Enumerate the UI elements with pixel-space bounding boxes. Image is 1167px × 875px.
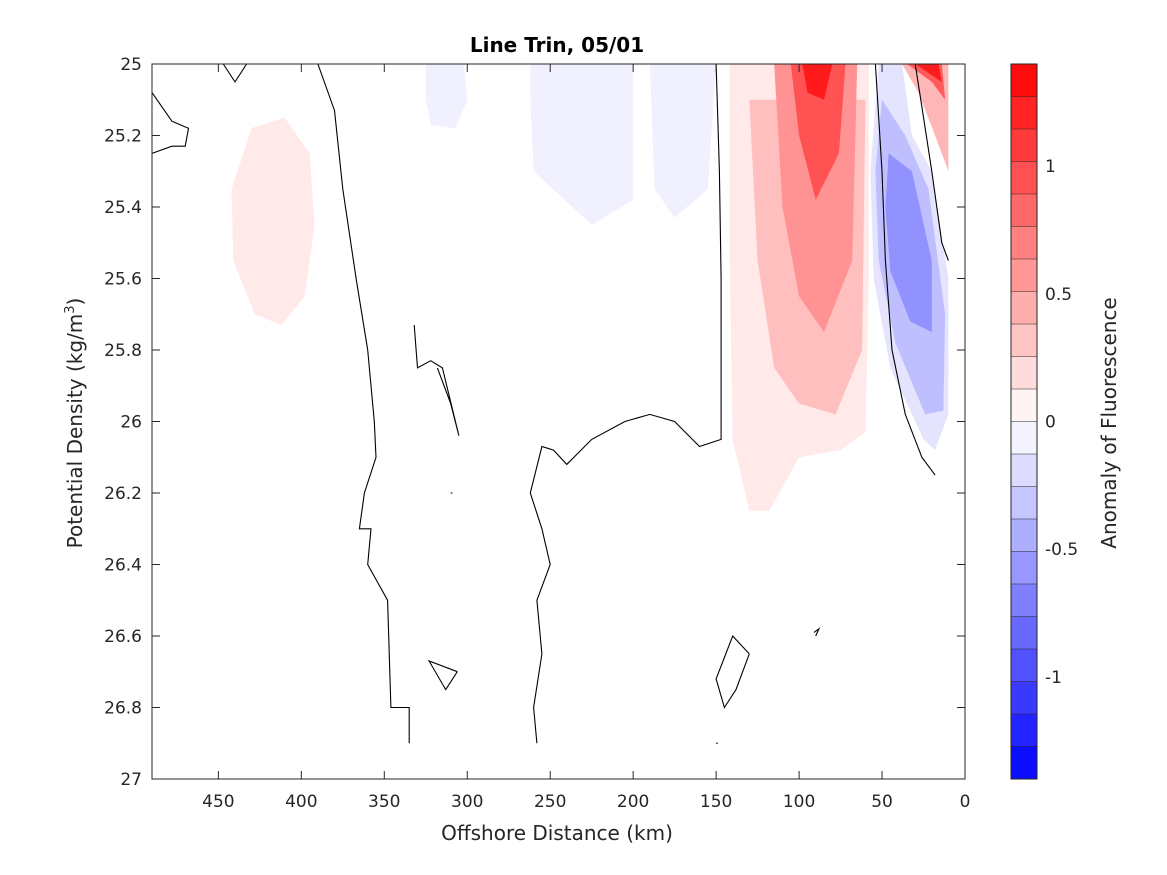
zero-contour-line: [413, 324, 460, 436]
y-axis-title-main: Potential Density (kg/m: [63, 314, 87, 549]
colorbar-tick-label: 1: [1045, 157, 1056, 177]
colorbar-band: [1011, 681, 1037, 715]
colorbar-band: [1011, 389, 1037, 422]
anomaly-region: [530, 64, 717, 225]
anomaly-fills: [231, 64, 949, 511]
colorbar-band: [1011, 454, 1037, 487]
y-axis-title-close: ): [63, 298, 87, 306]
y-tick-label: 26.6: [104, 627, 142, 647]
colorbar-band: [1011, 226, 1037, 260]
colorbar-band: [1011, 519, 1037, 552]
colorbar-tick-label: 0.5: [1045, 285, 1072, 305]
colorbar-title: Anomaly of Fluorescence: [1097, 297, 1121, 548]
anomaly-region: [885, 153, 932, 333]
y-tick-label: 26.8: [104, 699, 142, 719]
anomaly-region: [902, 64, 949, 172]
colorbar-ticks: -1 -0.5 0 0.5 1: [1045, 157, 1078, 688]
anomaly-region: [790, 64, 846, 200]
colorbar-band: [1011, 746, 1037, 780]
x-tick-label: 450: [202, 792, 234, 812]
y-tick-label: 26.4: [104, 556, 142, 576]
zero-contour-line: [317, 63, 410, 744]
zero-contour-line: [715, 634, 750, 709]
y-tick-label: 25.4: [104, 198, 142, 218]
y-tick-label: 27: [120, 770, 142, 790]
colorbar-band: [1011, 161, 1037, 195]
x-tick-label: 100: [783, 792, 815, 812]
colorbar-tick-label: -0.5: [1045, 540, 1078, 560]
colorbar-band: [1011, 129, 1037, 162]
zero-contour-line: [427, 659, 458, 691]
anomaly-region: [425, 64, 468, 129]
x-tick-label: 200: [617, 792, 649, 812]
colorbar-band: [1011, 421, 1037, 455]
y-tick-label: 25.6: [104, 270, 142, 290]
colorbar-tick-label: -1: [1045, 668, 1062, 688]
colorbar-band: [1011, 551, 1037, 585]
anomaly-region: [231, 117, 315, 325]
x-tick-label: 400: [285, 792, 317, 812]
anomaly-region: [915, 64, 942, 82]
colorbar-band: [1011, 616, 1037, 650]
y-tick-label: 25: [120, 55, 142, 75]
x-tick-label: 350: [368, 792, 400, 812]
y-tick-label: 25.2: [104, 127, 142, 147]
plot-area: 450 400 350 300 250 200 150 100 50 0 2525.225.425…: [104, 55, 970, 812]
y-tick-label: 26.2: [104, 484, 142, 504]
zero-contour-line: [874, 63, 936, 476]
x-tick-label: 50: [871, 792, 893, 812]
contour-lines: [151, 63, 949, 744]
y-tick-label: 26: [120, 413, 142, 433]
colorbar-band: [1011, 324, 1037, 357]
colorbar-band: [1011, 194, 1037, 227]
y-axis: 25 25.2 25.4 25.6 25.8 26 26.2 26.4 26.6 26.8 27: [104, 55, 965, 790]
colorbar-band: [1011, 584, 1037, 617]
x-axis: 450 400 350 300 250 200 150 100 50 0: [202, 64, 970, 812]
colorbar-band: [1011, 356, 1037, 390]
y-axis-title-superscript: 3: [63, 305, 78, 313]
anomaly-region: [802, 64, 833, 100]
colorbar-band: [1011, 714, 1037, 747]
y-axis-title: Potential Density (kg/m3): [63, 298, 87, 549]
colorbar-band: [1011, 486, 1037, 520]
zero-contour-line: [222, 63, 248, 83]
colorbar-band: [1011, 259, 1037, 292]
colorbar-band: [1011, 649, 1037, 682]
x-tick-label: 300: [451, 792, 483, 812]
x-tick-label: 150: [700, 792, 732, 812]
x-tick-label: 250: [534, 792, 566, 812]
zero-contour-line: [151, 92, 190, 154]
zero-contour-line: [813, 627, 821, 637]
colorbar-band: [1011, 96, 1037, 130]
colorbar-band: [1011, 64, 1037, 97]
colorbar-frame: [1010, 63, 1038, 780]
x-axis-title: Offshore Distance (km): [441, 821, 673, 845]
colorbar-band: [1011, 291, 1037, 325]
colorbar-tick-label: 0: [1045, 413, 1056, 433]
zero-contour-line: [529, 63, 722, 744]
zero-contour-line: [914, 63, 949, 261]
y-tick-label: 25.8: [104, 341, 142, 361]
x-tick-label: 0: [960, 792, 971, 812]
chart-title: Line Trin, 05/01: [470, 33, 644, 57]
colorbar-bands: [1011, 64, 1037, 780]
colorbar: -1 -0.5 0 0.5 1: [1010, 63, 1078, 780]
